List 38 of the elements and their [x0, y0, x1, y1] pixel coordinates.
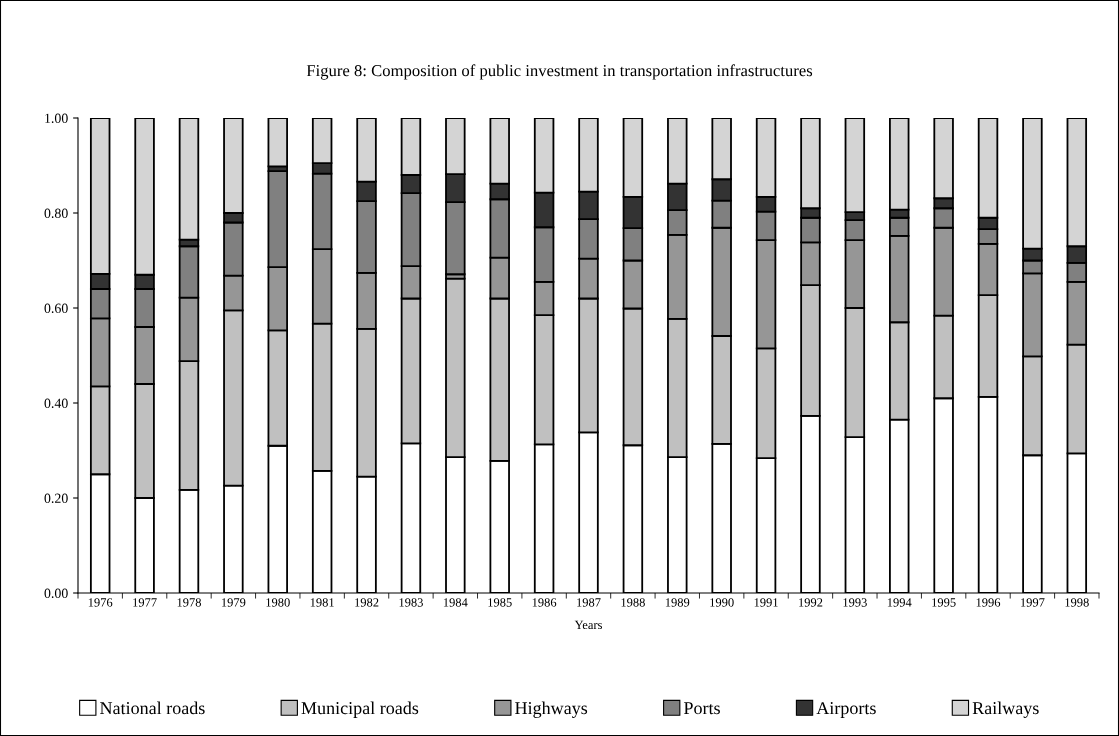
x-tick-label: 1994 — [887, 598, 912, 607]
x-tick-label: 1995 — [932, 598, 956, 607]
legend-label: Highways — [515, 701, 588, 718]
legend-label: Ports — [683, 702, 720, 715]
x-tick-label: 1985 — [488, 598, 512, 607]
x-tick-label: 1986 — [532, 598, 557, 607]
chart-title: Figure 8: Composition of public investment in transportation infrastructures — [306, 64, 813, 80]
legend-label: National roads — [100, 701, 205, 715]
x-tick-label: 1980 — [266, 598, 290, 607]
y-tick-label: 0.00 — [44, 588, 68, 599]
x-tick-label: 1979 — [221, 598, 246, 607]
x-tick-label: 1998 — [1065, 598, 1089, 607]
legend-label: Airports — [816, 702, 876, 718]
x-tick-label: 1997 — [1021, 598, 1045, 607]
x-tick-label: 1987 — [577, 598, 601, 607]
x-tick-label: 1978 — [177, 598, 201, 607]
legend-label: Railways — [972, 701, 1039, 718]
x-tick-label: 1981 — [310, 598, 334, 607]
x-tick-label: 1992 — [799, 598, 823, 607]
x-tick-label: 1977 — [133, 598, 157, 607]
y-tick-label: 0.40 — [44, 398, 68, 409]
x-tick-label: 1976 — [88, 598, 113, 607]
bar — [267, 118, 288, 168]
legend-label: Municipal roads — [301, 701, 419, 718]
x-tick-label: 1982 — [355, 598, 379, 607]
x-tick-label: 1991 — [754, 598, 778, 607]
x-tick-label: 1983 — [399, 598, 423, 607]
y-tick-label: 1.00 — [45, 113, 68, 124]
x-axis-title: Years — [574, 620, 602, 630]
x-tick-label: 1990 — [710, 598, 734, 607]
x-tick-label: 1989 — [665, 598, 690, 607]
y-tick-label: 0.60 — [44, 303, 68, 314]
x-tick-label: 1988 — [621, 598, 645, 607]
x-tick-label: 1996 — [976, 598, 1001, 607]
x-tick-label: 1984 — [443, 598, 468, 607]
y-tick-label: 0.80 — [44, 208, 68, 219]
x-tick-label: 1993 — [843, 598, 867, 607]
y-tick-label: 0.20 — [44, 493, 68, 504]
